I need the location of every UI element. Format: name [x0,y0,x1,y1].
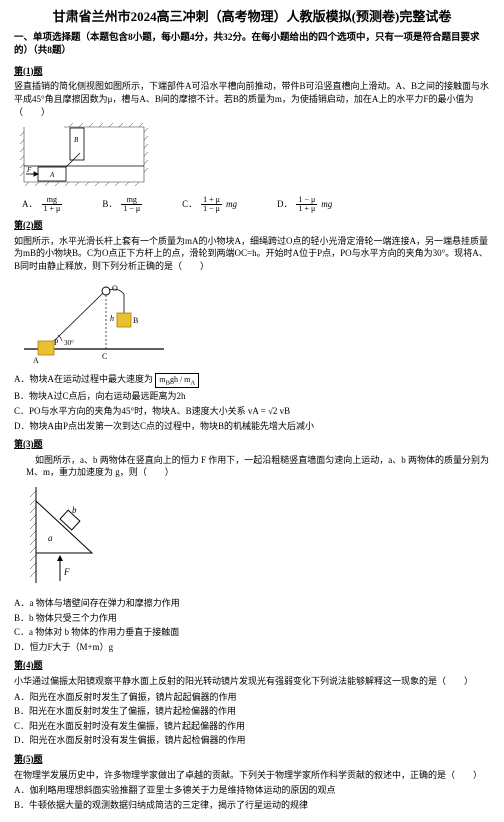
q1-option-a: A． mg1 + μ [22,196,62,213]
q4-option-d: D．阳光在水面反射时没有发生偏振，镜片起检偏器的作用 [14,734,490,747]
q4-option-a: A．阳光在水面反射时发生了偏振，镜片起起偏器的作用 [14,691,490,704]
svg-text:30°: 30° [64,339,74,347]
q3-head: 第(3)题 [14,438,490,451]
svg-text:A: A [33,356,39,365]
svg-text:F: F [26,166,32,174]
q4-option-c: C．阳光在水面反射时没有发生偏振，镜片起起偏器的作用 [14,720,490,733]
q2-option-b: B．物块A过C点后，向右运动最远距离为2h [14,390,490,403]
q4-head: 第(4)题 [14,659,490,672]
q3-figure: a b F [14,483,490,593]
q1-text: 竖直插销的简化侧视图如图所示，下端部件A可沿水平槽向前推动，带件B可沿竖直槽向上… [14,80,490,118]
q5-option-b: B．牛顿依据大量的观测数据归纳成简洁的三定律，揭示了行星运动的规律 [14,799,490,812]
q5-options: A．伽利略用理想斜面实验推翻了亚里士多德关于力是维持物体运动的原因的观点 B．牛… [14,784,490,811]
svg-text:b: b [72,505,77,515]
q1-option-c: C． 1 + μ1 − μ mg [182,196,237,213]
q2-option-d: D．物块A由P点出发第一次到达C点的过程中，物块B的机械能先增大后减小 [14,420,490,433]
q1-figure: F A B [14,122,490,192]
q5-option-a: A．伽利略用理想斜面实验推翻了亚里士多德关于力是维持物体运动的原因的观点 [14,784,490,797]
q5-text: 在物理学发展历史中，许多物理学家做出了卓越的贡献。下列关于物理学家所作科学贡献的… [14,769,490,782]
q1-option-d: D． 1 − μ1 + μ mg [277,196,332,213]
svg-text:a: a [48,533,53,543]
q1-options: A． mg1 + μ B． mg1 − μ C． 1 + μ1 − μ mg D… [22,196,490,213]
q2-head: 第(2)题 [14,219,490,232]
svg-text:B: B [74,136,79,144]
q1-option-b: B． mg1 − μ [102,196,142,213]
q1-head: 第(1)题 [14,65,490,78]
q4-text: 小华通过偏振太阳镜观察平静水面上反射的阳光转动镜片发现光有强弱变化下列说法能够解… [14,675,490,688]
q3-option-d: D．恒力F大于（M+m）g [14,641,490,654]
svg-text:A: A [49,171,55,179]
q3-text: 如图所示，a、b 两物体在竖直向上的恒力 F 作用下，一起沿粗糙竖直墙面匀速向上… [26,454,490,479]
svg-text:h: h [110,314,114,323]
q4-option-b: B．阳光在水面反射时发生了偏振，镜片起检偏器的作用 [14,705,490,718]
svg-text:B: B [133,316,138,325]
q2-option-a: A．物块A在运动过程中最大速度为 mBgh / mA [14,373,490,389]
q3-option-a: A．a 物体与墙壁间存在弹力和摩擦力作用 [14,597,490,610]
svg-text:P: P [54,338,59,347]
q3-option-b: B．b 物体只受三个力作用 [14,612,490,625]
svg-text:O: O [112,284,118,293]
q4-options: A．阳光在水面反射时发生了偏振，镜片起起偏器的作用 B．阳光在水面反射时发生了偏… [14,691,490,747]
page-title: 甘肃省兰州市2024高三冲刺（高考物理）人教版模拟(预测卷)完整试卷 [14,8,490,26]
q3-options: A．a 物体与墙壁间存在弹力和摩擦力作用 B．b 物体只受三个力作用 C．a 物… [14,597,490,653]
q2-text: 如图所示，水平光滑长杆上套有一个质量为mA的小物块A，细绳跨过O点的轻小光滑定滑… [14,235,490,273]
q2-options: A．物块A在运动过程中最大速度为 mBgh / mA B．物块A过C点后，向右运… [14,373,490,433]
q3-option-c: C．a 物体对 b 物体的作用力垂直于接触面 [14,626,490,639]
section-1-heading: 一、单项选择题（本题包含8小题，每小题4分，共32分。在每小题给出的四个选项中，… [14,32,490,59]
q2-option-c: C．PO与水平方向的夹角为45°时，物块A、B速度大小关系 vA = √2 vB [14,405,490,418]
q2-figure: O h C A P 30° B [14,277,490,369]
svg-text:F: F [63,567,70,577]
svg-text:C: C [102,352,107,361]
q5-head: 第(5)题 [14,753,490,766]
